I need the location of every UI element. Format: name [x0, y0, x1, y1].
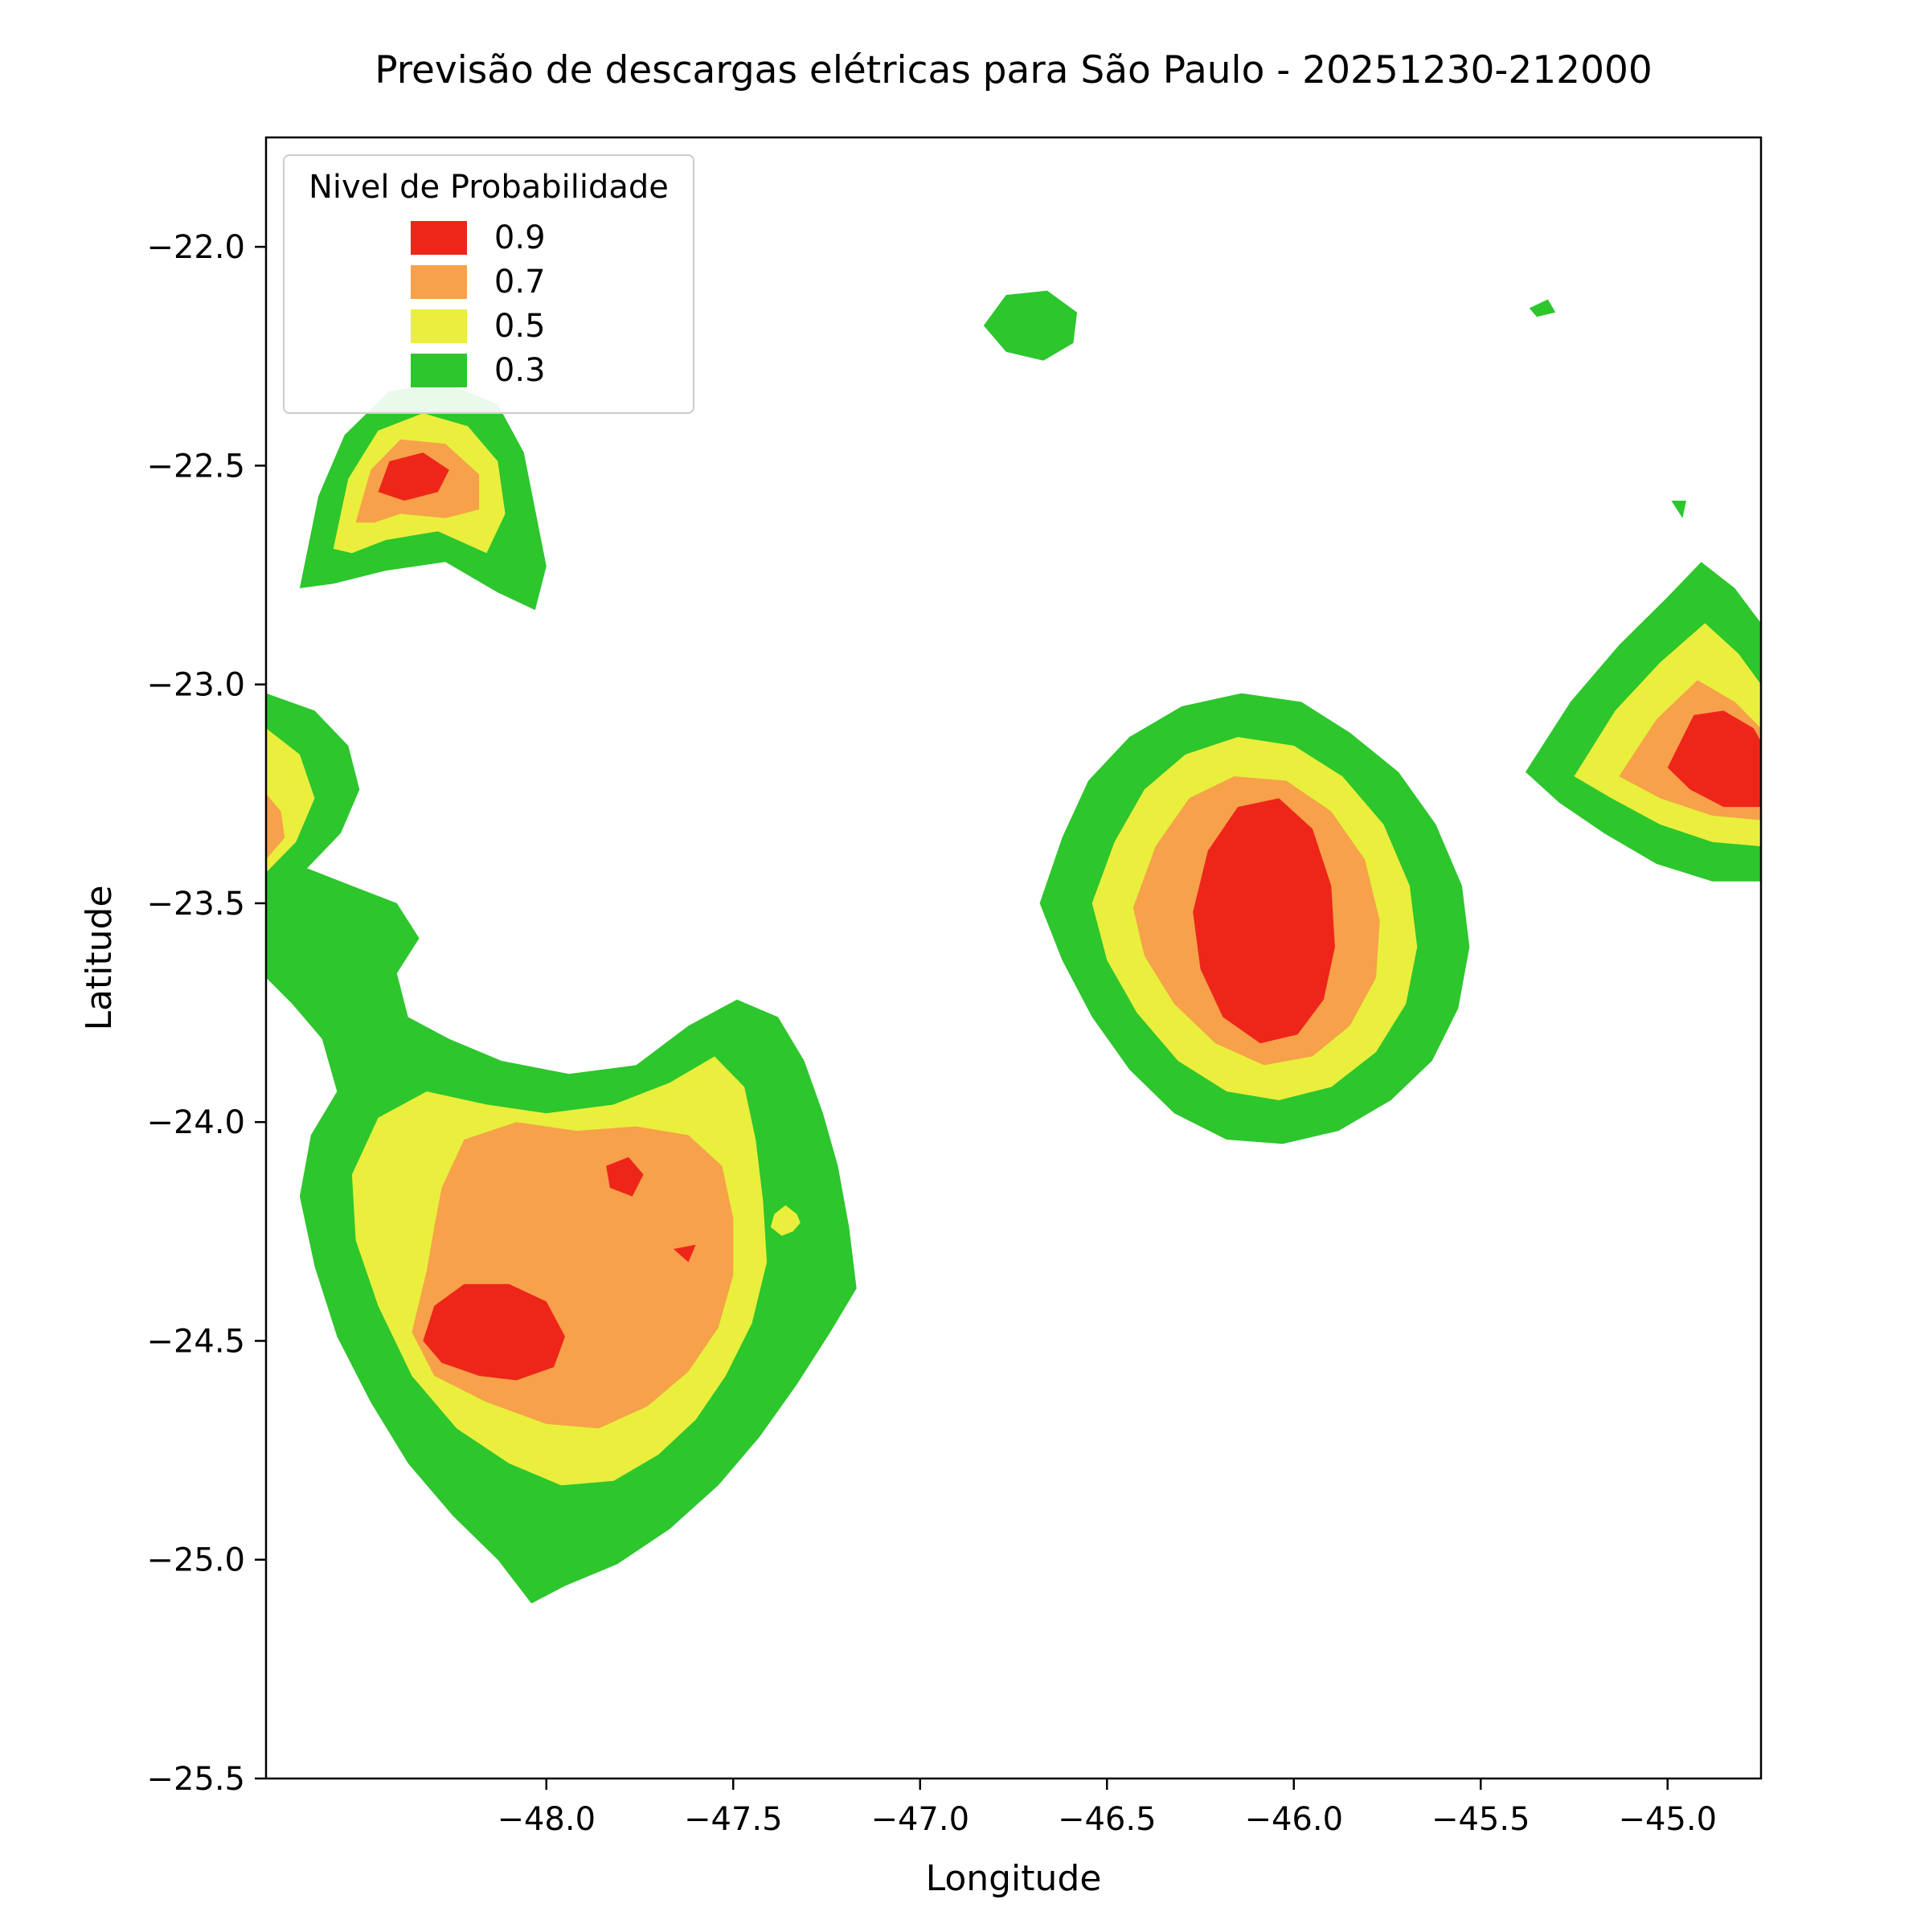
y-tick-label: −22.5: [146, 448, 245, 485]
contour-region-southwest-p90: [423, 1283, 565, 1381]
legend-label: 0.7: [494, 264, 546, 301]
legend-row: 0.7: [410, 264, 567, 301]
x-tick-label: −45.5: [1431, 1801, 1530, 1838]
chart-title: Previsão de descargas elétricas para São…: [375, 48, 1653, 92]
legend-label: 0.9: [494, 219, 546, 256]
contour-region-northwest-p90: [378, 452, 449, 501]
y-axis-ticks: −22.0 −22.5 −23.0 −23.5 −24.0 −24.5 −25.0 −25.5: [146, 229, 266, 1798]
contour-region-northeast-speck-p30: [1529, 299, 1556, 317]
legend-entries: 0.9 0.7 0.5 0.3: [410, 212, 567, 396]
y-axis-label: Latitude: [79, 885, 120, 1030]
y-tick-label: −25.0: [146, 1542, 245, 1579]
legend-swatch-0.5: [410, 309, 467, 343]
legend-title: Nivel de Probabilidade: [309, 169, 669, 206]
legend-swatch-0.7: [410, 265, 467, 299]
contour-region-north-small-p30: [983, 290, 1078, 361]
y-tick-label: −24.0: [146, 1104, 245, 1141]
contour-region-southwest-dot-p50: [770, 1205, 801, 1236]
x-axis-ticks: −48.0 −47.5 −47.0 −46.5 −46.0 −45.5 −45.0: [497, 1779, 1717, 1838]
contour-region-west-edge-p70: [266, 793, 285, 860]
x-tick-label: −47.5: [684, 1801, 783, 1838]
legend-label: 0.3: [494, 352, 546, 389]
y-tick-label: −25.5: [146, 1761, 245, 1798]
legend: Nivel de Probabilidade 0.9 0.7 0.5 0.3: [283, 154, 694, 414]
contour-region-central-p90: [1193, 798, 1335, 1044]
contour-region-southwest-dot-p90: [606, 1156, 644, 1197]
contour-regions: [266, 290, 1761, 1604]
plot-border: [264, 136, 1763, 1780]
legend-label: 0.5: [494, 308, 546, 345]
y-tick-label: −22.0: [146, 229, 245, 266]
contour-region-east-p90: [1667, 710, 1761, 808]
legend-row: 0.5: [410, 308, 567, 345]
x-tick-label: −48.0: [497, 1801, 596, 1838]
legend-swatch-0.3: [410, 354, 467, 387]
legend-row: 0.9: [410, 219, 567, 256]
x-tick-label: −47.0: [870, 1801, 969, 1838]
contour-region-southwest-speck-p90: [673, 1244, 696, 1263]
y-tick-label: −23.0: [146, 667, 245, 704]
x-tick-label: −46.0: [1244, 1801, 1343, 1838]
y-tick-label: −23.5: [146, 886, 245, 923]
contour-region-east-speck-p30: [1671, 501, 1686, 518]
legend-row: 0.3: [410, 352, 567, 389]
x-axis-label: Longitude: [926, 1858, 1102, 1899]
x-tick-label: −45.0: [1618, 1801, 1717, 1838]
y-tick-label: −24.5: [146, 1323, 245, 1360]
x-tick-label: −46.5: [1058, 1801, 1157, 1838]
legend-swatch-0.9: [410, 221, 467, 255]
